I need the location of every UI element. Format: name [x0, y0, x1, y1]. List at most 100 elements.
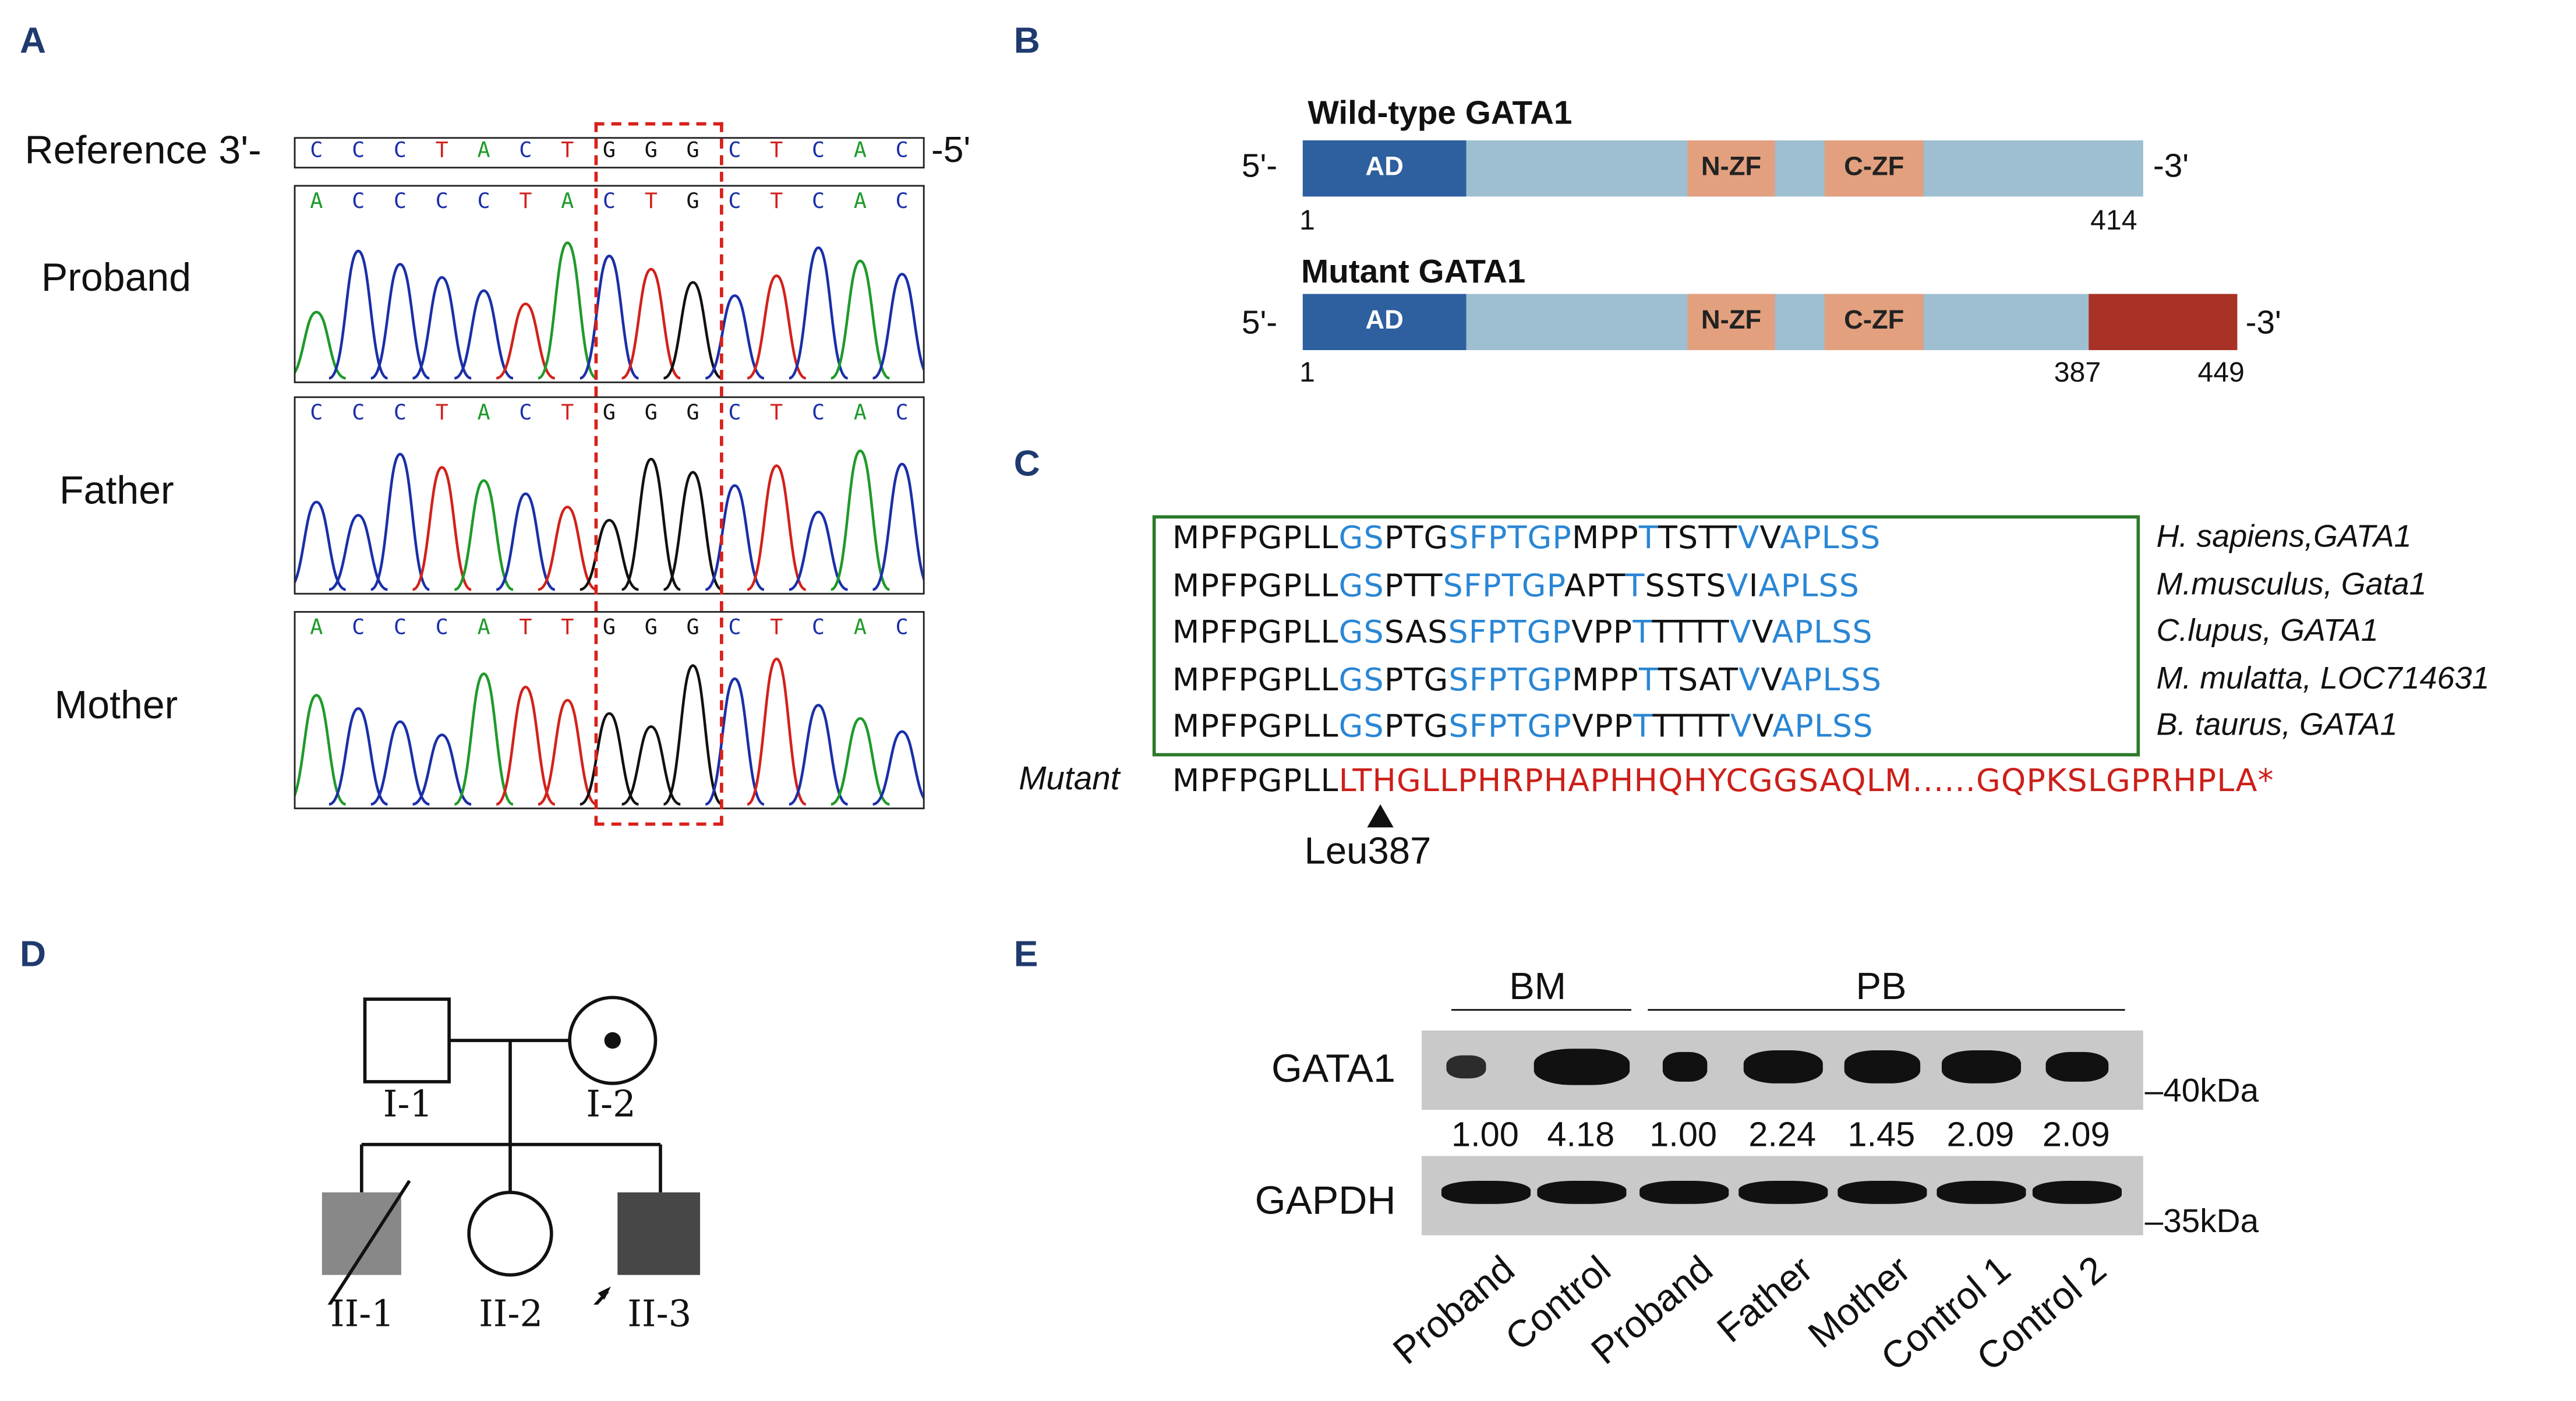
trace-peak — [579, 712, 639, 806]
alignment-segment: GS — [1338, 520, 1384, 557]
base-call: G — [602, 401, 616, 426]
three-prime-label: -3' — [2245, 305, 2281, 342]
base-call: T — [519, 616, 532, 641]
alignment-segment: TSAT — [1658, 661, 1739, 698]
base-call: C — [310, 401, 323, 426]
trace-peak — [538, 698, 598, 806]
base-call: C — [811, 616, 825, 641]
base-call: G — [686, 401, 699, 426]
trace-peak — [830, 449, 891, 591]
alignment-segment: GS — [1338, 708, 1384, 745]
base-call: C — [895, 401, 909, 426]
base-call: A — [853, 139, 867, 164]
alignment-segment: VPP — [1571, 614, 1633, 651]
proband-arrow-icon — [593, 1286, 611, 1305]
trace-peak — [328, 514, 388, 591]
base-call: C — [602, 190, 616, 215]
alignment-segment: APLSS — [1772, 614, 1873, 651]
alignment-segment: SSTS — [1645, 567, 1727, 604]
base-call: G — [686, 139, 699, 164]
trace-peak — [579, 518, 639, 591]
mutant-title: Mutant GATA1 — [1301, 254, 1526, 291]
band-ratio: 1.45 — [1847, 1116, 1916, 1155]
band-ratio: 2.24 — [1748, 1116, 1817, 1155]
alignment-segment: GS — [1338, 661, 1384, 698]
species-label: H. sapiens,GATA1 — [2156, 520, 2412, 555]
mutation-arrow-icon — [1367, 804, 1394, 828]
base-call: C — [811, 190, 825, 215]
alignment-segment: TTTT — [1652, 614, 1730, 651]
base-call: G — [686, 190, 699, 215]
alignment-segment: GS — [1338, 614, 1384, 651]
base-call: T — [561, 139, 574, 164]
alignment-segment: TTTT — [1652, 708, 1730, 745]
gata1-band — [1743, 1050, 1824, 1084]
trace-peak — [412, 276, 472, 380]
trace-peak — [663, 471, 723, 591]
trace-peak — [496, 302, 556, 380]
alignment-segment: T — [1625, 567, 1645, 604]
alignment-segment: PTG — [1384, 520, 1449, 557]
row-label-gapdh: GAPDH — [1255, 1179, 1396, 1224]
carrier-dot-icon — [604, 1032, 621, 1049]
three-prime-label: -3' — [2153, 149, 2189, 185]
western-blot-gata1 — [1421, 1031, 2143, 1110]
trace-peak — [621, 725, 681, 806]
pedigree-label: II-1 — [330, 1294, 395, 1336]
trace-peak — [621, 457, 681, 591]
alignment-segment: MPFPGPLL — [1172, 708, 1339, 745]
gata1-band — [1941, 1050, 2022, 1084]
trace-peak — [872, 273, 923, 380]
domain-nzf: N-ZF — [1687, 294, 1775, 351]
alignment-segment: APLSS — [1780, 661, 1882, 698]
base-call: A — [853, 616, 867, 641]
group-pb-line — [1648, 1009, 2125, 1011]
base-call: C — [393, 139, 407, 164]
alignment-row: MPFPGPLLGSPTTSFPTGPAPTTSSTSVIAPLSS — [1172, 567, 1860, 604]
base-call: G — [644, 616, 658, 641]
mutation-highlight-box — [594, 122, 723, 826]
band-ratio: 2.09 — [1946, 1116, 2015, 1155]
pedigree-label: I-2 — [586, 1085, 636, 1127]
base-call: C — [352, 190, 365, 215]
base-call: C — [895, 139, 909, 164]
pedigree — [321, 996, 701, 1305]
wildtype-protein-bar: AD N-ZF C-ZF — [1302, 140, 2143, 197]
lane-label: Proband — [1384, 1247, 1522, 1372]
base-call: T — [435, 139, 448, 164]
base-call: C — [519, 139, 532, 164]
trace-peak — [412, 466, 472, 591]
alignment-segment: MPP — [1572, 661, 1639, 698]
alignment-segment: T — [1638, 520, 1659, 557]
alignment-segment: SFPTGP — [1443, 567, 1564, 604]
alignment-segment: MPP — [1572, 520, 1639, 557]
pedigree-label: I-1 — [383, 1085, 433, 1127]
alignment-segment: V — [1737, 520, 1760, 557]
alignment-segment: GS — [1338, 567, 1384, 604]
base-call: C — [352, 139, 365, 164]
alignment-segment: T — [1633, 708, 1653, 745]
base-call: C — [435, 616, 448, 641]
species-label: M. mulatta, LOC714631 — [2156, 661, 2490, 696]
trace-peak — [747, 657, 807, 806]
trace-peak — [705, 294, 765, 380]
species-label: M.musculus, Gata1 — [2156, 567, 2427, 602]
trace-peak — [789, 246, 849, 380]
domain-ad: AD — [1302, 294, 1467, 351]
base-call: A — [477, 139, 490, 164]
trace-peak — [328, 249, 388, 380]
base-call: T — [770, 190, 783, 215]
trace-peak — [412, 733, 472, 806]
base-call: A — [853, 190, 867, 215]
alignment-segment: V — [1759, 520, 1780, 557]
trace-peak — [830, 259, 891, 380]
wildtype-end: 414 — [2090, 204, 2137, 237]
alignment-row: MPFPGPLLGSPTGSFPTGPMPPTTSTTVVAPLSS — [1172, 520, 1881, 556]
trace-peak — [370, 263, 430, 380]
